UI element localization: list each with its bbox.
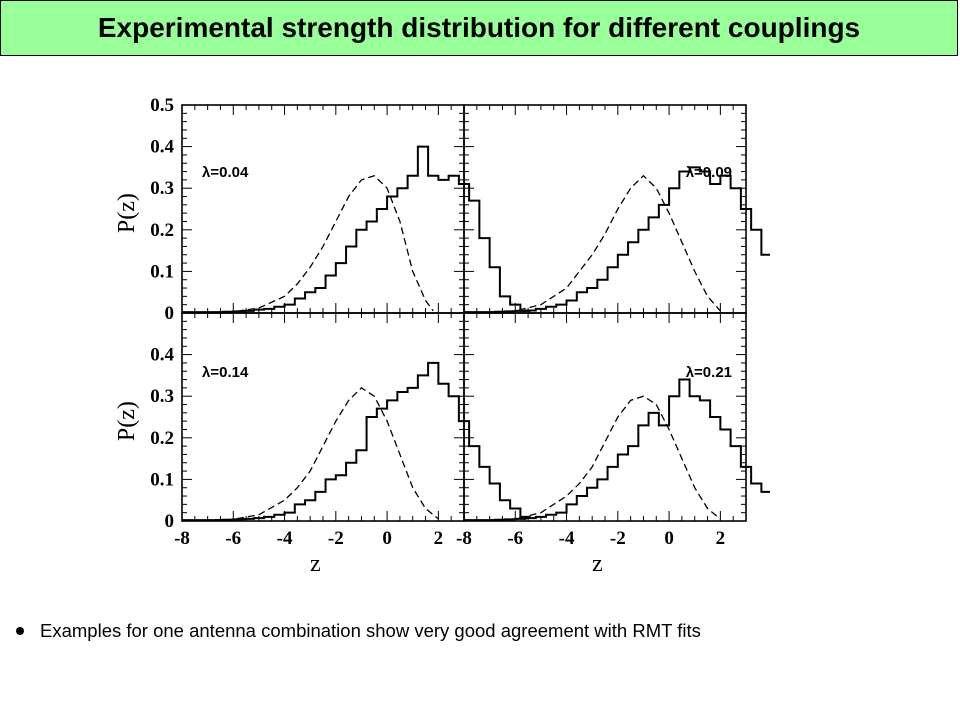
- histogram-series: [182, 145, 531, 314]
- y-axis-label: P(z): [114, 193, 140, 233]
- x-tick-label: -4: [559, 528, 575, 549]
- rmt-fit-curve: [463, 174, 721, 314]
- histogram-series: [464, 378, 770, 522]
- bullet-item: Examples for one antenna combination sho…: [16, 620, 701, 642]
- y-tick-label: 0.5: [150, 95, 174, 116]
- y-tick-label: 0.3: [150, 386, 174, 407]
- panel-label: λ=0.21: [686, 364, 732, 381]
- page-title: Experimental strength distribution for d…: [97, 12, 861, 43]
- panel-label: λ=0.14: [202, 364, 249, 381]
- y-tick-label: 0.1: [150, 261, 174, 282]
- x-tick-label: -6: [225, 528, 241, 549]
- histogram-series: [464, 166, 770, 314]
- panel-frame: [181, 312, 465, 522]
- x-tick-label: -8: [174, 528, 190, 549]
- bullet-dot-icon: [16, 627, 24, 635]
- histogram-figure: λ=0.04 λ=0.09 λ=0.14 λ=0.21 0 0.1 0.2 0.3 0.4 0.5…: [114, 95, 770, 577]
- x-tick-label: 2: [434, 528, 444, 549]
- panel-frame: [463, 312, 747, 522]
- bullet-text: Examples for one antenna combination sho…: [40, 620, 701, 641]
- y-axis-label: P(z): [114, 401, 140, 441]
- rmt-fit-curve: [181, 174, 434, 314]
- x-tick-label: -4: [277, 528, 293, 549]
- y-tick-label: 0.2: [150, 220, 174, 241]
- rmt-fit-curve: [181, 387, 439, 522]
- y-tick-label: 0.4: [150, 345, 174, 366]
- y-tick-label: 0.4: [150, 137, 174, 158]
- y-tick-label: 0.2: [150, 428, 174, 449]
- title-bar: Experimental strength distribution for d…: [0, 0, 958, 56]
- x-tick-label: 0: [664, 528, 674, 549]
- panel-label: λ=0.09: [686, 164, 732, 181]
- x-tick-label: -6: [507, 528, 523, 549]
- y-tick-label: 0.1: [150, 469, 174, 490]
- histogram-series: [182, 361, 531, 522]
- y-tick-label: 0: [165, 511, 175, 532]
- x-tick-label: -2: [328, 528, 344, 549]
- y-tick-label: 0: [165, 303, 175, 324]
- x-axis-label: z: [592, 551, 603, 577]
- rmt-fit-curve: [463, 395, 721, 522]
- x-tick-label: -2: [610, 528, 626, 549]
- panel-frame: [181, 104, 465, 314]
- panel-frame: [463, 104, 747, 314]
- x-tick-label: 2: [716, 528, 726, 549]
- y-tick-label: 0.3: [150, 178, 174, 199]
- x-tick-label: -8: [456, 528, 472, 549]
- x-tick-label: 0: [382, 528, 392, 549]
- panel-label: λ=0.04: [202, 164, 249, 181]
- x-axis-label: z: [310, 551, 321, 577]
